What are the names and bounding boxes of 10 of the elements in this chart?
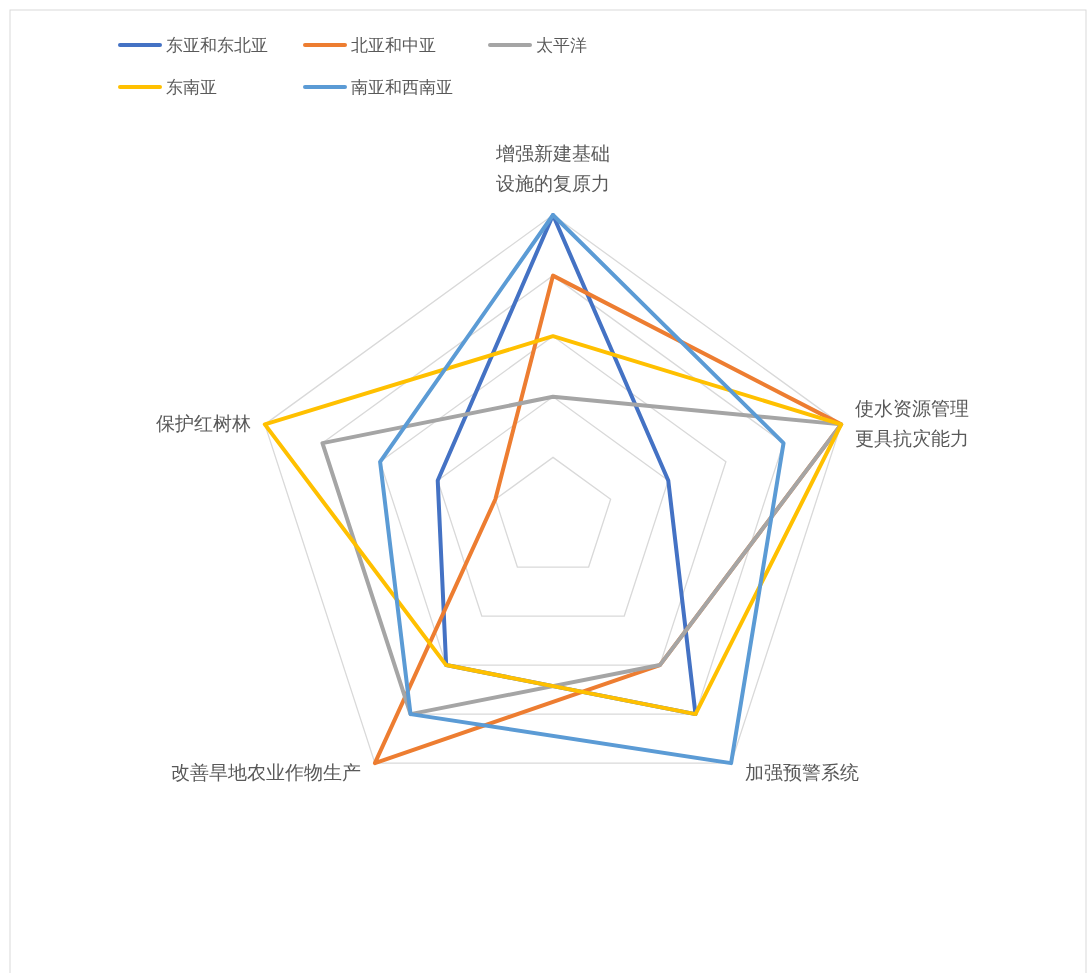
spoke-label: 增强新建基础设施的复原力 <box>495 141 610 194</box>
legend-label: 东南亚 <box>166 77 217 97</box>
legend-label: 北亚和中亚 <box>351 35 436 55</box>
spoke-label: 使水资源管理更具抗灾能力 <box>855 397 970 450</box>
spoke-label: 保护红树林 <box>155 412 251 435</box>
legend-label: 太平洋 <box>536 35 587 55</box>
spoke-label: 改善旱地农业作物生产 <box>170 761 361 784</box>
legend-label: 南亚和西南亚 <box>351 77 453 97</box>
legend-label: 东亚和东北亚 <box>166 35 268 55</box>
spoke-label: 加强预警系统 <box>745 761 860 784</box>
